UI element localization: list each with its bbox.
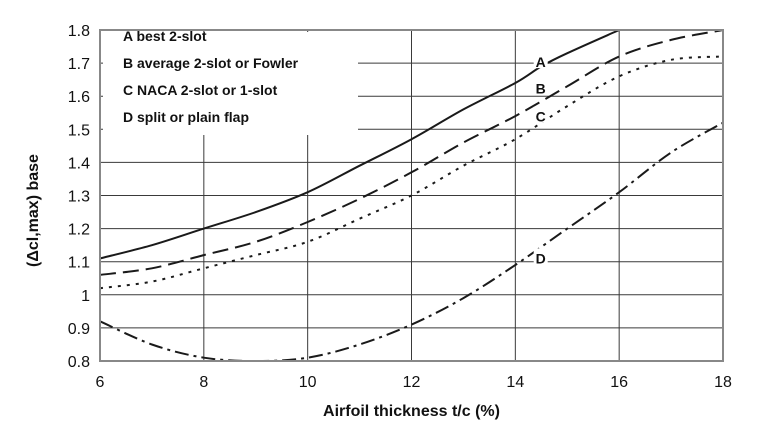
y-tick-label-4: 1.2: [68, 222, 90, 239]
legend-entry-3: D split or plain flap: [123, 109, 249, 125]
y-tick-label-0: 0.8: [68, 354, 90, 371]
curve-label-b: B: [536, 81, 546, 97]
curve-labels: ABC D: [533, 52, 548, 266]
x-tick-label-4: 14: [506, 374, 524, 391]
y-tick-label-1: 0.9: [68, 321, 90, 338]
series-line-d: [99, 121, 724, 363]
series-line-b: [99, 29, 724, 276]
y-tick-label-5: 1.3: [68, 189, 90, 206]
x-tick-label-1: 8: [199, 374, 208, 391]
y-tick-label-8: 1.6: [68, 89, 90, 106]
curve-label-a: A: [536, 54, 546, 70]
y-tick-label-2: 1: [81, 288, 90, 305]
curve-label-bg-a: [533, 52, 548, 69]
y-tick-label-3: 1.1: [68, 255, 90, 272]
curve-label-c: C: [536, 109, 546, 125]
tick-labels: 0.8 0.9 1 1.1 1.2 1.3 1.4 1.5 1.6 1.7 1.8 6 8 10 12 14 1…: [68, 23, 732, 391]
x-tick-label-0: 6: [96, 374, 105, 391]
plot-frame: [99, 29, 724, 362]
x-tick-label-2: 10: [299, 374, 317, 391]
y-tick-label-7: 1.5: [68, 122, 90, 139]
x-tick-label-5: 16: [610, 374, 628, 391]
legend-entry-0: A best 2-slot: [123, 28, 207, 44]
y-tick-label-10: 1.8: [68, 23, 90, 40]
curve-label-d: D: [536, 250, 546, 266]
x-axis-title: Airfoil thickness t/c (%): [323, 403, 500, 420]
series-line-c: [99, 55, 724, 290]
legend-entry-2: C NACA 2-slot or 1-slot: [123, 82, 278, 98]
curve-label-bg-d: [533, 248, 548, 265]
curve-label-bg-b: [533, 78, 548, 95]
legend-entry-1: B average 2-slot or Fowler: [123, 55, 299, 71]
y-tick-label-6: 1.4: [68, 155, 90, 172]
x-tick-label-6: 18: [714, 374, 732, 391]
y-tick-label-9: 1.7: [68, 56, 90, 73]
plot-border: [99, 29, 724, 362]
y-axis-title: (Δcl,max) base: [25, 154, 42, 267]
x-tick-label-3: 12: [403, 374, 421, 391]
legend: A best 2-slot B average 2-slot or Fowler C…: [103, 28, 358, 135]
curve-label-bg-c: [533, 106, 548, 123]
legend-background: [103, 32, 358, 135]
